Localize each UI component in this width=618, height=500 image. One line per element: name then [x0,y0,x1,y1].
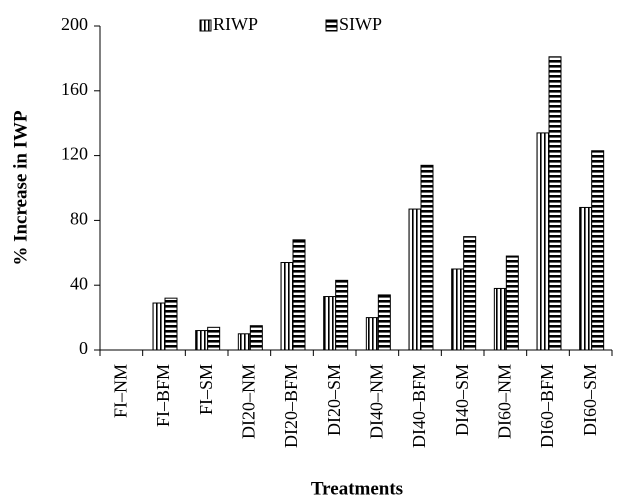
bar [207,326,221,351]
x-tick-label: DI60–SM [580,364,600,436]
bar [408,208,422,351]
legend-swatch [325,19,338,32]
bar [377,294,391,351]
bar [420,164,434,351]
x-tick-label: FI–SM [196,364,216,415]
bar [249,325,263,351]
y-tick-label: 80 [70,209,88,229]
x-tick-label: DI40–SM [452,364,472,436]
y-tick-label: 200 [61,14,88,34]
x-tick-label: DI60–BFM [537,364,557,448]
x-tick-label: FI–BFM [153,364,173,427]
bar [323,296,337,351]
bar [152,302,166,351]
x-tick-label: DI60–NM [494,364,514,439]
x-tick-label: DI20–SM [324,364,344,436]
y-tick-label: 120 [61,144,88,164]
bar [579,206,593,351]
bar [591,150,605,351]
x-tick-label: FI–NM [110,364,130,418]
bar [292,239,306,351]
x-tick-label: DI40–BFM [409,364,429,448]
bar [365,317,379,351]
legend-label: RIWP [213,14,258,34]
y-axis-title: % Increase in IWP [10,110,31,266]
y-tick-label: 0 [79,338,88,358]
y-tick-label: 160 [61,79,88,99]
bar [280,262,294,351]
bar [164,297,178,351]
x-axis-title: Treatments [311,478,403,499]
bar [463,236,477,351]
x-tick-label: DI20–NM [238,364,258,439]
bar [505,255,519,351]
bar [451,268,465,351]
y-tick-label: 40 [70,273,88,293]
bar [493,287,507,351]
x-tick-label: DI40–NM [366,364,386,439]
bar [237,333,251,351]
bar [195,330,209,351]
bar [335,279,349,351]
legend-swatch [199,19,212,32]
bar [548,56,562,351]
legend-label: SIWP [339,14,382,34]
bar [536,132,550,351]
x-tick-label: DI20–BFM [281,364,301,448]
